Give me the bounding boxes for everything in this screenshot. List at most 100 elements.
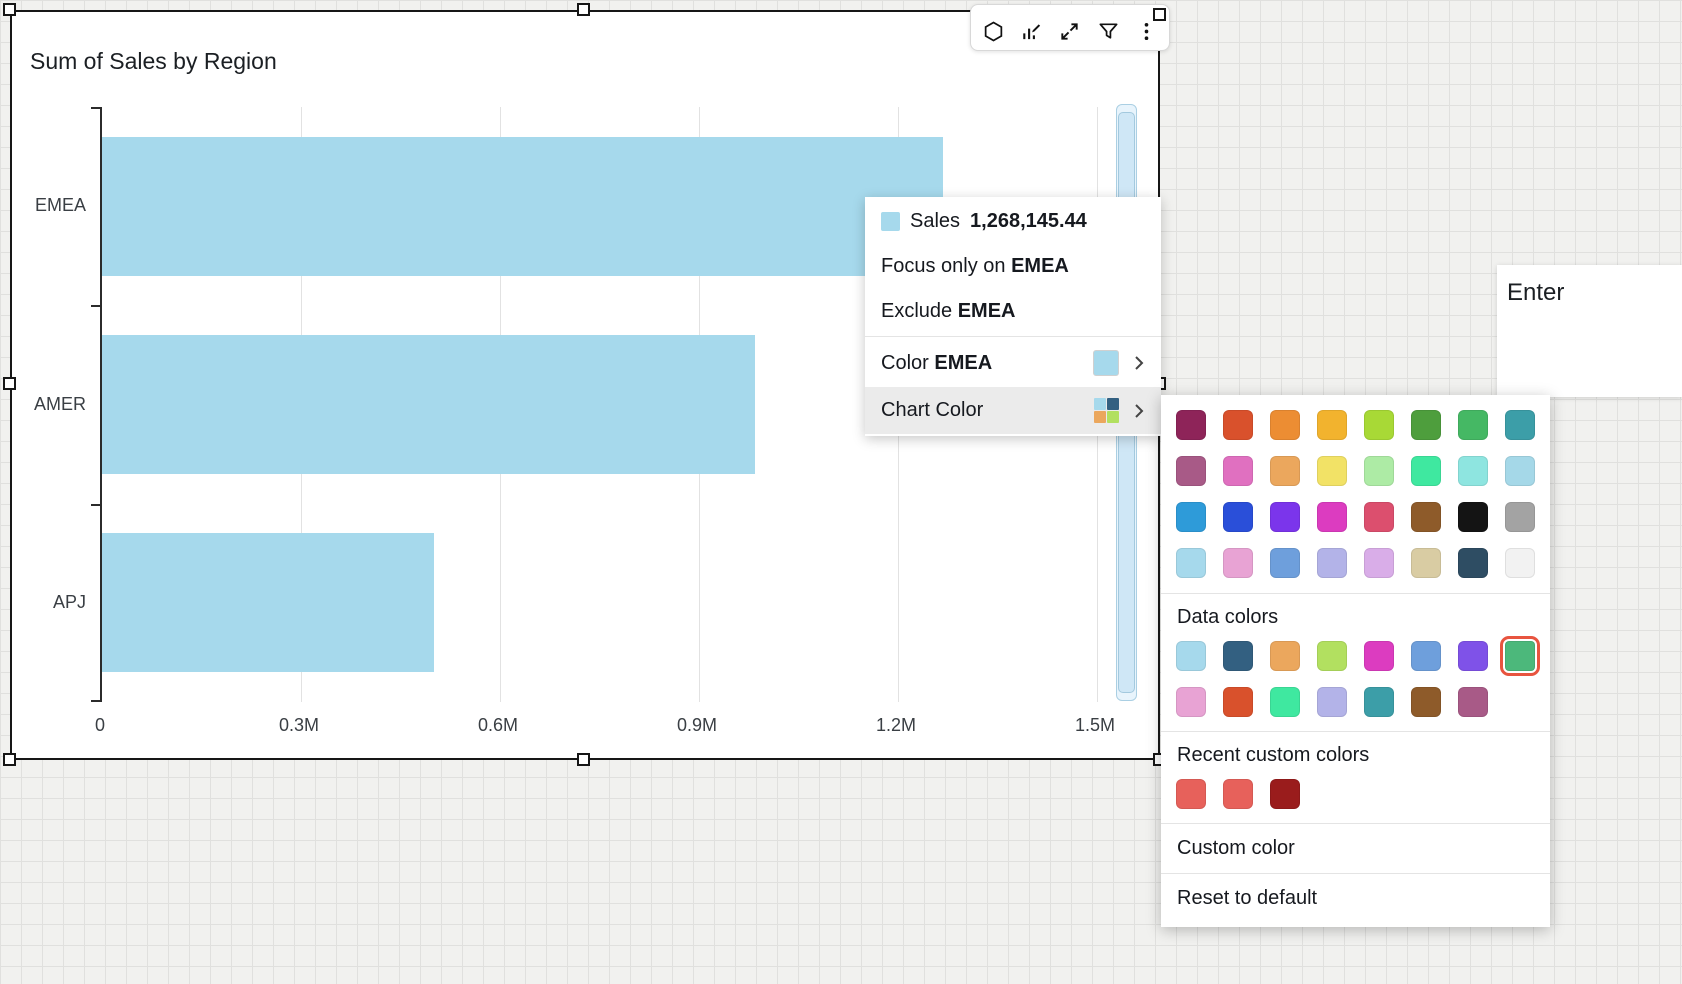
color-swatch[interactable] [1176,410,1206,440]
menu-item-focus-only[interactable]: Focus only on EMEA [881,255,1069,277]
color-swatch[interactable] [1505,456,1535,486]
color-swatch[interactable] [1411,548,1441,578]
picker-separator [1161,823,1550,824]
resize-handle-bottom-center[interactable] [577,753,590,766]
context-menu: Sales 1,268,145.44 Focus only on EMEA Ex… [865,197,1161,436]
menu-item-color-emea[interactable]: Color EMEA [865,339,1161,387]
color-swatch[interactable] [1317,502,1347,532]
resize-handle-top-center[interactable] [577,3,590,16]
bar-apj[interactable] [102,533,434,673]
chevron-right-icon [1135,403,1144,418]
color-swatch[interactable] [1364,502,1394,532]
data-colors-label: Data colors [1177,606,1279,628]
chart-color-swatches [1094,398,1119,423]
picker-separator [1161,593,1550,594]
color-swatch[interactable] [1176,779,1206,809]
menu-separator [865,336,1161,337]
color-swatch[interactable] [1458,502,1488,532]
color-picker-panel: Data colors Recent custom colors Custom … [1161,395,1550,927]
x-tick-label: 0.3M [278,715,320,735]
color-swatch[interactable] [1223,779,1253,809]
insights-button[interactable] [977,15,1009,47]
menu-item-exclude[interactable]: Exclude EMEA [881,300,1016,322]
mini-color-swatch [1107,398,1119,410]
reset-default-button[interactable]: Reset to default [1177,887,1318,909]
data-colors-grid [1161,631,1550,731]
color-swatch[interactable] [1505,548,1535,578]
color-swatch[interactable] [1223,456,1253,486]
color-swatch[interactable] [1317,548,1347,578]
color-swatch[interactable] [1411,502,1441,532]
color-swatch[interactable] [1411,687,1441,717]
color-swatch[interactable] [1364,456,1394,486]
y-axis-tick [91,503,102,506]
custom-color-button[interactable]: Custom color [1177,837,1295,859]
color-swatch[interactable] [1223,687,1253,717]
resize-handle-bottom-left[interactable] [3,753,16,766]
y-axis-tick [91,700,102,702]
color-swatch[interactable] [1176,502,1206,532]
menu-item-chart-color[interactable]: Chart Color [865,387,1161,434]
color-swatch[interactable] [1317,410,1347,440]
color-swatch[interactable] [1458,548,1488,578]
y-tick-label-emea: EMEA [34,195,86,216]
maximize-button[interactable] [1054,15,1086,47]
color-swatch[interactable] [1223,502,1253,532]
resize-handle-top-right[interactable] [1153,8,1166,21]
resize-handle-top-left[interactable] [3,3,16,16]
color-swatch[interactable] [1317,641,1347,671]
bar-emea[interactable] [102,136,944,276]
color-swatch[interactable] [1176,456,1206,486]
color-swatch[interactable] [1270,687,1300,717]
color-swatch[interactable] [1364,641,1394,671]
color-swatch[interactable] [1458,641,1488,671]
bar-amer[interactable] [102,335,756,474]
color-swatch[interactable] [1411,456,1441,486]
color-swatch[interactable] [1270,502,1300,532]
y-axis-tick [91,107,102,109]
color-swatch[interactable] [1176,687,1206,717]
mini-color-swatch [1094,398,1106,410]
color-swatch[interactable] [1176,548,1206,578]
color-swatch[interactable] [1364,687,1394,717]
color-swatch[interactable] [1458,410,1488,440]
text-widget[interactable]: Enter [1497,265,1682,397]
color-swatch[interactable] [1223,641,1253,671]
tooltip-series-label: Sales [910,210,961,232]
tooltip-row: Sales 1,268,145.44 [865,199,1161,244]
forecast-button[interactable] [1016,15,1048,47]
options-menu-button[interactable] [1131,15,1163,47]
y-axis-labels: EMEA AMER APJ [12,107,86,702]
color-swatch[interactable] [1317,456,1347,486]
color-swatch[interactable] [1270,456,1300,486]
tooltip-value: 1,268,145.44 [970,210,1087,232]
color-swatch[interactable] [1270,641,1300,671]
filter-button[interactable] [1092,15,1124,47]
color-swatch[interactable] [1505,502,1535,532]
y-tick-label-amer: AMER [33,393,86,414]
x-tick-label: 1.2M [875,715,917,735]
series-color-swatch [881,212,900,231]
color-swatch[interactable] [1364,548,1394,578]
color-swatch[interactable] [1270,410,1300,440]
color-swatch[interactable] [1223,410,1253,440]
color-swatch[interactable] [1270,548,1300,578]
color-swatch[interactable] [1411,641,1441,671]
color-swatch[interactable] [1317,687,1347,717]
color-swatch-selected[interactable] [1500,636,1540,676]
x-tick-label: 1.5M [1074,715,1116,735]
maximize-icon [1061,22,1079,40]
picker-separator [1161,873,1550,874]
color-swatch[interactable] [1505,410,1535,440]
color-swatch[interactable] [1270,779,1300,809]
color-swatch[interactable] [1364,410,1394,440]
color-swatch[interactable] [1458,687,1488,717]
color-swatch[interactable] [1223,548,1253,578]
color-swatch[interactable] [1176,641,1206,671]
x-tick-label: 0.6M [477,715,519,735]
color-swatch[interactable] [1458,456,1488,486]
resize-handle-middle-left[interactable] [3,377,16,390]
visual-toolbar [970,4,1170,51]
color-swatch[interactable] [1411,410,1441,440]
